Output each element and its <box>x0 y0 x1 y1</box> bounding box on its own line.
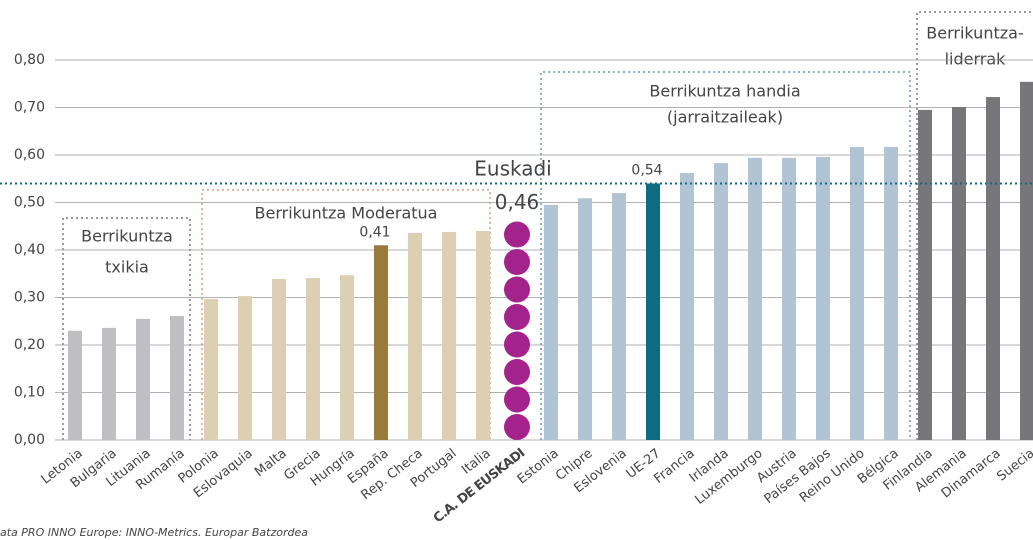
bar <box>680 173 694 441</box>
y-tick-label: 0,40 <box>14 242 45 258</box>
dot <box>504 221 530 248</box>
bar <box>816 156 830 440</box>
group-box <box>916 11 1033 440</box>
dot <box>504 359 530 385</box>
dot <box>504 414 530 440</box>
bar <box>476 231 490 440</box>
bar <box>442 231 456 440</box>
bar <box>646 183 660 440</box>
bar <box>850 146 864 441</box>
dot <box>504 331 530 358</box>
bar <box>544 204 558 440</box>
bar <box>884 146 898 441</box>
dot <box>504 386 530 413</box>
bar <box>612 193 626 440</box>
bar <box>272 278 286 440</box>
bar <box>238 296 252 440</box>
value-label: 0,54 <box>631 163 662 179</box>
y-tick-label: 0,50 <box>14 195 45 211</box>
y-tick-label: 0,20 <box>14 337 45 353</box>
y-tick-label: 0,30 <box>14 290 45 306</box>
bar <box>782 157 796 440</box>
bar <box>1020 81 1033 440</box>
bar <box>748 157 762 440</box>
group-label: Berrikuntza- <box>926 24 1023 43</box>
group-label: Berrikuntza <box>81 227 173 246</box>
bar <box>714 163 728 440</box>
group-label: txikia <box>105 258 149 277</box>
dot <box>504 304 530 330</box>
bar <box>918 109 932 440</box>
bar <box>340 275 354 440</box>
source-note: ata PRO INNO Europe: INNO-Metrics. Europ… <box>0 526 308 539</box>
dot-stack <box>504 221 530 440</box>
group-label: Berrikuntza Moderatua <box>255 204 438 223</box>
bar <box>102 327 116 440</box>
group-box <box>62 217 191 440</box>
annotation: Euskadi <box>474 157 551 181</box>
group-label: liderrak <box>945 50 1007 69</box>
bar <box>306 278 320 440</box>
y-tick-label: 0,10 <box>14 385 45 401</box>
y-tick-label: 0,80 <box>14 52 45 68</box>
value-label: 0,46 <box>495 190 540 214</box>
group-label: (jarraitzaileak) <box>667 108 783 127</box>
bar <box>578 198 592 440</box>
bar <box>374 245 388 440</box>
dot <box>504 276 530 303</box>
bar <box>986 97 1000 441</box>
value-label: 0,41 <box>359 224 390 240</box>
bar <box>952 107 966 441</box>
y-tick-label: 0,60 <box>14 147 45 163</box>
y-tick-label: 0,00 <box>14 432 45 448</box>
bar <box>68 330 82 440</box>
y-tick-label: 0,70 <box>14 100 45 116</box>
group-box <box>540 71 911 440</box>
group-box <box>201 189 491 440</box>
dot <box>504 249 530 275</box>
bar <box>204 298 218 440</box>
bar <box>170 316 184 440</box>
bar <box>136 318 150 440</box>
x-tick-label: Suecia <box>994 446 1033 484</box>
group-label: Berrikuntza handia <box>649 82 800 101</box>
bar <box>408 232 422 440</box>
